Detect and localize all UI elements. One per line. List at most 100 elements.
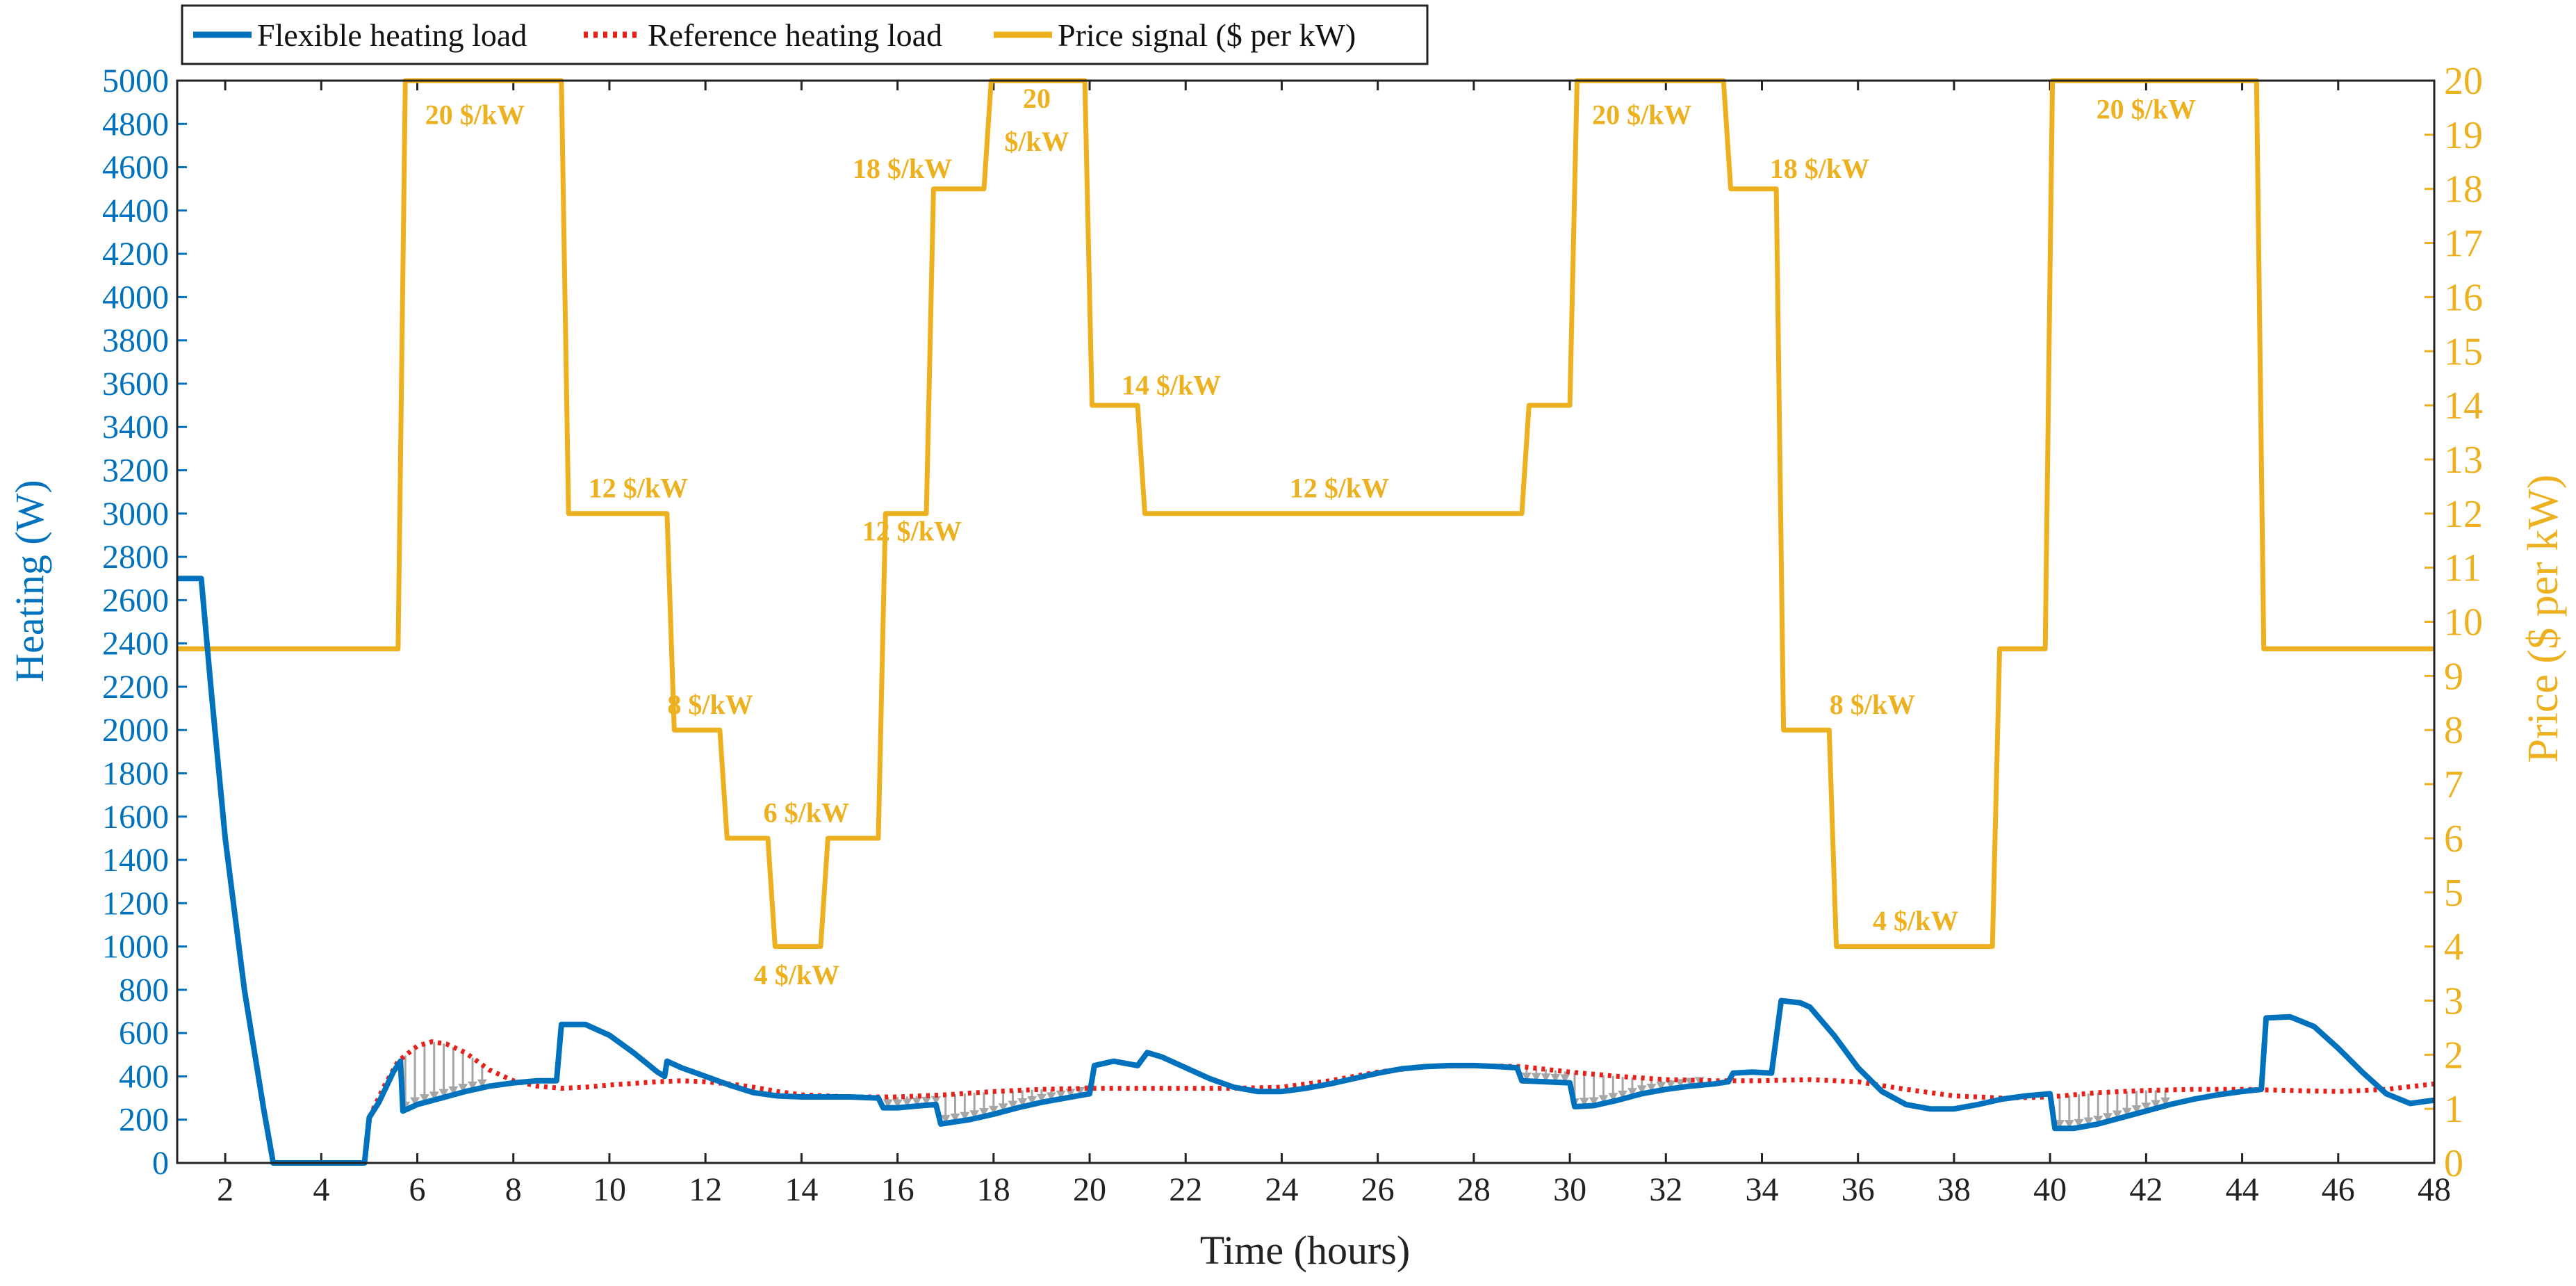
- y-right-tick-label: 8: [2444, 709, 2463, 752]
- load-shift-arrow-head: [458, 1084, 468, 1093]
- load-shift-arrow-head: [2054, 1120, 2065, 1129]
- series-price-signal: [177, 78, 2434, 950]
- x-tick-label: 38: [1937, 1171, 1971, 1208]
- x-tick-label: 46: [2322, 1171, 2355, 1208]
- load-shift-arrow-head: [912, 1098, 922, 1107]
- load-shift-arrow-head: [1579, 1098, 1589, 1107]
- load-shift-arrow-head: [1027, 1096, 1037, 1105]
- load-shift-arrow-head: [429, 1091, 439, 1100]
- y-right-tick-label: 10: [2444, 601, 2483, 644]
- x-tick-label: 6: [409, 1171, 426, 1208]
- load-shift-arrow-head: [1046, 1092, 1056, 1101]
- y-right-tick-label: 14: [2444, 384, 2483, 428]
- load-shift-arrow-head: [448, 1086, 459, 1095]
- load-shift-arrow-head: [438, 1089, 449, 1098]
- y-right-tick-label: 6: [2444, 817, 2463, 861]
- x-tick-label: 8: [505, 1171, 522, 1208]
- y-left-tick-label: 200: [119, 1102, 169, 1139]
- x-tick-label: 18: [977, 1171, 1010, 1208]
- y-left-tick-label: 1400: [102, 842, 169, 879]
- price-annotation: 12 $/kW: [862, 516, 962, 547]
- y-left-tick-label: 3000: [102, 496, 169, 532]
- y-right-tick-label: 11: [2444, 547, 2481, 590]
- load-shift-arrow-head: [2122, 1107, 2132, 1116]
- load-shift-arrow-head: [2093, 1115, 2103, 1124]
- x-tick-label: 32: [1649, 1171, 1682, 1208]
- y-left-tick-label: 600: [119, 1015, 169, 1052]
- load-shift-arrow-head: [892, 1099, 903, 1108]
- load-shift-arrow-head: [1627, 1088, 1637, 1097]
- y-right-tick-label: 5: [2444, 872, 2463, 915]
- y-left-tick-label: 4400: [102, 193, 169, 229]
- y-left-tick-label: 2200: [102, 669, 169, 706]
- load-shift-arrow-head: [2141, 1102, 2151, 1112]
- x-tick-label: 2: [217, 1171, 233, 1208]
- load-shift-arrow-head: [969, 1110, 980, 1119]
- x-tick-label: 48: [2418, 1171, 2451, 1208]
- x-tick-label: 22: [1169, 1171, 1202, 1208]
- y-left-tick-label: 1800: [102, 755, 169, 792]
- load-shift-arrow-head: [1541, 1073, 1551, 1082]
- load-shift-arrow-head: [2074, 1118, 2084, 1128]
- y-left-tick-label: 1000: [102, 929, 169, 966]
- y-right-tick-label: 20: [2444, 60, 2483, 103]
- x-tick-label: 26: [1361, 1171, 1395, 1208]
- load-shift-arrow-head: [960, 1112, 970, 1121]
- y-right-tick-label: 19: [2444, 114, 2483, 157]
- legend-box: [181, 4, 1429, 65]
- load-shift-arrow-head: [1666, 1080, 1676, 1089]
- price-annotation: 20 $/kW: [1592, 99, 1691, 130]
- load-shift-arrow-head: [468, 1081, 478, 1090]
- y-right-tick-label: 1: [2444, 1088, 2463, 1131]
- x-tick-label: 12: [689, 1171, 722, 1208]
- y-right-tick-label: 3: [2444, 979, 2463, 1023]
- y-right-tick-label: 13: [2444, 439, 2483, 482]
- y-left-tick-label: 3600: [102, 366, 169, 402]
- legend-label-price: Price signal ($ per kW): [1058, 17, 1356, 53]
- load-shift-arrow-head: [1656, 1082, 1666, 1091]
- y-left-tick-label: 3200: [102, 453, 169, 489]
- x-tick-label: 16: [881, 1171, 914, 1208]
- price-annotation: 6 $/kW: [764, 797, 849, 829]
- load-shift-arrow-head: [1646, 1083, 1657, 1092]
- x-tick-label: 4: [313, 1171, 329, 1208]
- series-flexible-heating-load: [177, 576, 2435, 1166]
- y-axis-left: 0 200 400 600 800 1000 1200 1400 1600 1800 2000 220…: [102, 63, 187, 1182]
- price-annotation: 20: [1023, 83, 1051, 114]
- y-right-tick-label: 17: [2444, 222, 2483, 266]
- load-shift-arrow-head: [883, 1099, 893, 1108]
- price-annotation: 18 $/kW: [853, 153, 952, 184]
- load-shift-arrow-head: [1636, 1085, 1647, 1094]
- load-shift-arrow-head: [2160, 1097, 2171, 1106]
- price-annotation: 18 $/kW: [1770, 153, 1869, 184]
- legend-label-flexible: Flexible heating load: [257, 17, 527, 53]
- plot-frame: [176, 79, 2436, 1164]
- y-left-tick-label: 0: [152, 1145, 169, 1182]
- price-annotation: 8 $/kW: [667, 689, 753, 720]
- load-shift-arrow-head: [988, 1105, 999, 1114]
- y-left-tick-label: 1200: [102, 885, 169, 922]
- load-shift-arrow-head: [1056, 1090, 1066, 1099]
- y-left-tick-label: 4200: [102, 236, 169, 272]
- x-tick-label: 10: [593, 1171, 626, 1208]
- load-shift-arrow-head: [2103, 1113, 2113, 1122]
- y-left-tick-label: 2400: [102, 626, 169, 662]
- price-annotations: 20 $/kW 12 $/kW 8 $/kW 6 $/kW 4 $/kW 12 $/kW 1…: [425, 83, 2196, 991]
- load-shift-arrow-head: [1589, 1097, 1599, 1106]
- y-left-tick-label: 4600: [102, 149, 169, 186]
- price-annotation: 8 $/kW: [1830, 689, 1915, 720]
- load-shift-arrow-head: [2112, 1110, 2122, 1119]
- load-shift-arrow-head: [1618, 1090, 1628, 1099]
- load-shift-arrow-head: [1008, 1100, 1018, 1109]
- y-right-tick-label: 16: [2444, 276, 2483, 319]
- load-shift-arrow-head: [2083, 1117, 2094, 1126]
- y-left-tick-label: 5000: [102, 63, 169, 99]
- load-shift-arrow-head: [1598, 1095, 1609, 1104]
- x-axis: 2 4 6 8 10 12 14 16 18 20 22 24 26 28 30 32 34 36 38 40 42 44…: [217, 81, 2451, 1208]
- y-left-tick-label: 400: [119, 1058, 169, 1095]
- x-axis-title: Time (hours): [1200, 1228, 1410, 1273]
- load-shift-arrow-head: [2151, 1100, 2161, 1109]
- load-shift-arrow-head: [978, 1108, 989, 1117]
- y-right-tick-label: 18: [2444, 168, 2483, 211]
- load-shift-arrow-head: [410, 1097, 420, 1106]
